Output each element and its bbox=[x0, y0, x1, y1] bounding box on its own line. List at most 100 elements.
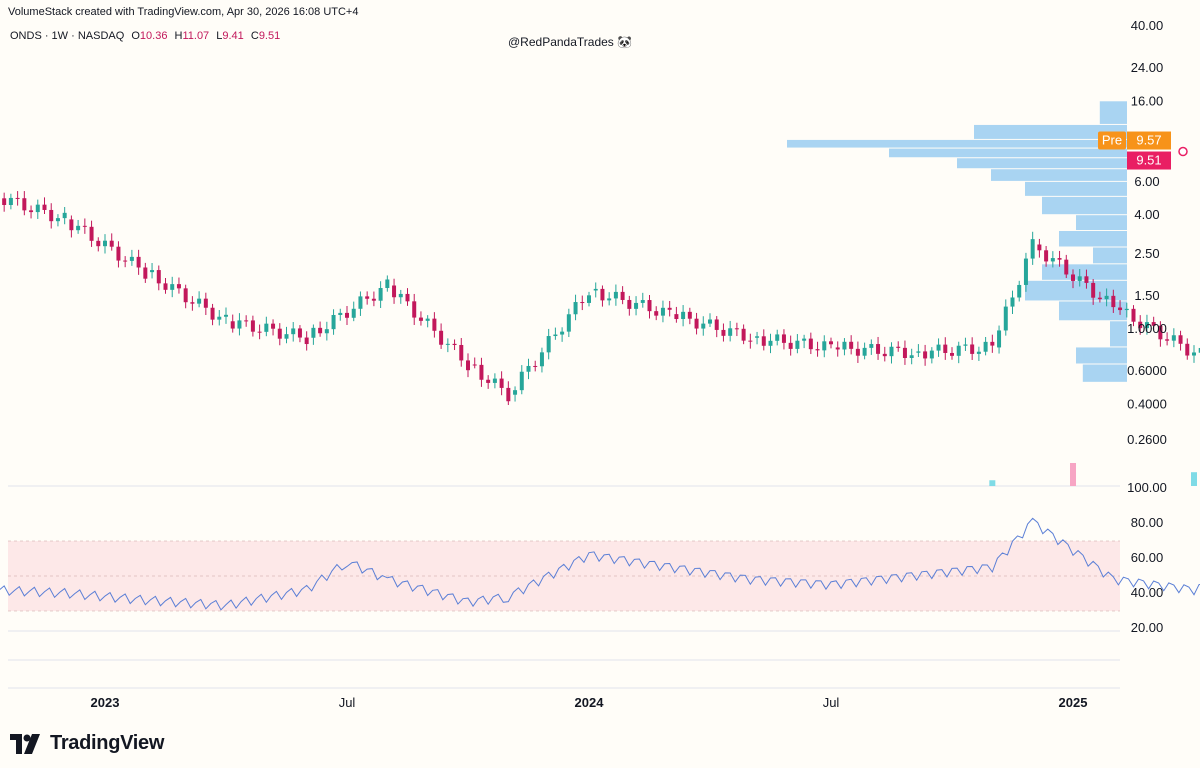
volume-profile-bar bbox=[1076, 215, 1127, 231]
candle-body bbox=[304, 337, 309, 345]
candle-body bbox=[103, 240, 107, 247]
candle-body bbox=[513, 390, 518, 395]
rsi-tick-label: 60.00 bbox=[1131, 550, 1164, 565]
volume-profile-bar bbox=[1042, 196, 1127, 215]
candle-body bbox=[224, 314, 228, 317]
candle-body bbox=[1084, 276, 1089, 283]
high-value: 11.07 bbox=[182, 30, 210, 42]
candle-body bbox=[170, 284, 175, 290]
pre-label-text: Pre bbox=[1102, 133, 1122, 148]
candle-body bbox=[432, 318, 437, 331]
price-tick-label: 16.00 bbox=[1131, 93, 1164, 108]
pre-price-badge bbox=[1127, 131, 1171, 150]
candle-body bbox=[49, 209, 54, 222]
candle-body bbox=[1037, 244, 1042, 251]
candle-body bbox=[96, 240, 101, 247]
candle-body bbox=[876, 344, 881, 354]
candle-body bbox=[681, 311, 686, 320]
candle-body bbox=[472, 364, 477, 366]
candle-body bbox=[183, 288, 188, 303]
pre-label-badge bbox=[1098, 131, 1126, 150]
candle-body bbox=[795, 340, 800, 349]
price-tick-label: 0.6000 bbox=[1127, 363, 1167, 378]
volume-profile-bar bbox=[1082, 364, 1127, 382]
close-key: C bbox=[250, 30, 259, 42]
candle-body bbox=[519, 371, 524, 391]
candle-body bbox=[687, 311, 692, 319]
candle-body bbox=[392, 285, 397, 298]
price-tick-label: 0.4000 bbox=[1127, 396, 1167, 411]
candle-body bbox=[1050, 258, 1055, 262]
candle-body bbox=[492, 378, 497, 383]
price-tick-label: 6.00 bbox=[1134, 174, 1159, 189]
candle-body bbox=[539, 352, 544, 367]
candle-body bbox=[674, 314, 679, 320]
candle-body bbox=[983, 341, 988, 352]
candle-body bbox=[1111, 295, 1116, 308]
candle-body bbox=[143, 267, 148, 279]
high-key: H bbox=[174, 30, 183, 42]
symbol-legend[interactable]: ONDS · 1W · NASDAQ O10.36 H11.07 L9.41 C… bbox=[10, 30, 280, 42]
candle-body bbox=[1077, 276, 1082, 281]
candle-body bbox=[526, 365, 531, 372]
candle-body bbox=[264, 323, 269, 332]
candle-body bbox=[15, 197, 20, 199]
candle-body bbox=[1017, 284, 1022, 298]
rsi-pane bbox=[0, 517, 1200, 611]
candle-body bbox=[1118, 307, 1123, 311]
candle-body bbox=[660, 307, 665, 316]
candle-body bbox=[990, 341, 995, 346]
candle-body bbox=[116, 246, 121, 261]
candle-body bbox=[869, 344, 874, 348]
price-tick-label: 0.2600 bbox=[1127, 432, 1167, 447]
candle-body bbox=[775, 334, 780, 341]
candle-body bbox=[499, 378, 504, 388]
rsi-line bbox=[0, 517, 1200, 611]
candle-body bbox=[943, 344, 948, 353]
candle-body bbox=[439, 330, 444, 345]
volume-profile-bar bbox=[889, 148, 1127, 158]
price-badges: Pre 9.57 9.51 bbox=[1098, 131, 1188, 170]
candle-body bbox=[909, 355, 914, 358]
candle-body bbox=[358, 296, 363, 309]
time-tick-label: 2025 bbox=[1059, 695, 1088, 710]
candle-body bbox=[425, 318, 430, 321]
candle-body bbox=[627, 299, 632, 309]
candle-body bbox=[129, 256, 134, 261]
candle-body bbox=[936, 344, 941, 351]
last-price-badge bbox=[1127, 151, 1171, 170]
time-tick-label: 2024 bbox=[575, 695, 605, 710]
tradingview-brand[interactable]: TradingView bbox=[10, 732, 164, 755]
candle-body bbox=[412, 301, 417, 318]
author-watermark: @RedPandaTrades 🐼 bbox=[508, 35, 633, 49]
candle-body bbox=[708, 319, 712, 324]
candle-body bbox=[842, 341, 847, 350]
rsi-tick-label: 40.00 bbox=[1131, 585, 1164, 600]
candle-body bbox=[466, 360, 470, 371]
candle-body bbox=[385, 279, 390, 289]
candle-body bbox=[29, 210, 34, 213]
candle-body bbox=[533, 365, 538, 367]
price-tick-label: 2.50 bbox=[1134, 246, 1159, 261]
candle-body bbox=[156, 270, 161, 284]
volume-profile-bar bbox=[1076, 347, 1127, 364]
candle-body bbox=[808, 338, 813, 350]
volume-profile-bar bbox=[1110, 321, 1127, 347]
candle-body bbox=[365, 296, 370, 299]
candle-body bbox=[244, 320, 249, 322]
candle-body bbox=[123, 260, 128, 262]
candle-body bbox=[822, 341, 827, 351]
candle-body bbox=[1010, 297, 1015, 307]
candle-body bbox=[418, 317, 423, 321]
candle-body bbox=[802, 338, 807, 341]
candle-body bbox=[398, 293, 403, 298]
candle-body bbox=[1178, 335, 1183, 344]
candle-body bbox=[230, 321, 235, 329]
candle-body bbox=[405, 293, 410, 302]
candle-body bbox=[8, 197, 13, 205]
candle-body bbox=[546, 336, 551, 353]
candle-body bbox=[647, 300, 652, 312]
candle-body bbox=[916, 351, 921, 353]
candle-body bbox=[22, 198, 27, 211]
